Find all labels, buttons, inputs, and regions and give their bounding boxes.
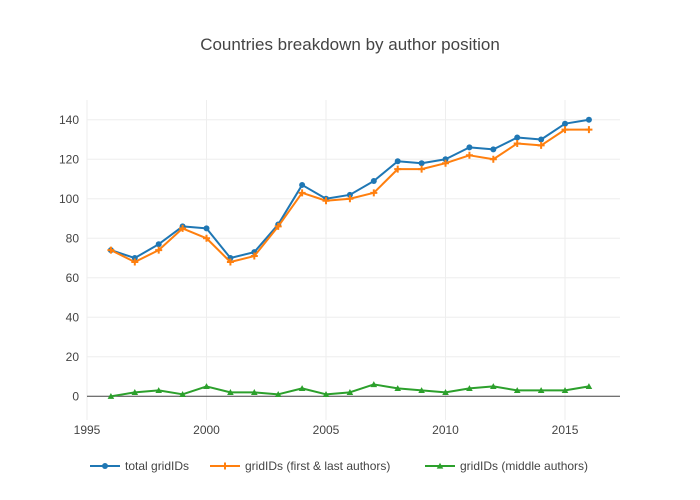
data-point[interactable] <box>561 387 569 394</box>
data-point[interactable] <box>299 181 306 188</box>
series-3 <box>107 381 593 399</box>
data-point[interactable] <box>418 160 425 167</box>
data-point[interactable] <box>585 126 593 134</box>
data-point[interactable] <box>298 189 306 197</box>
data-point[interactable] <box>131 389 139 395</box>
series-2 <box>107 126 593 266</box>
data-point[interactable] <box>322 197 330 205</box>
series-layer <box>107 116 593 399</box>
data-point[interactable] <box>585 383 593 390</box>
data-point[interactable] <box>394 165 402 173</box>
data-point[interactable] <box>514 134 521 141</box>
data-point[interactable] <box>131 258 139 266</box>
data-point[interactable] <box>250 252 258 260</box>
legend-marker[interactable] <box>102 463 108 469</box>
data-point[interactable] <box>490 383 497 390</box>
data-point[interactable] <box>442 389 449 395</box>
data-point[interactable] <box>370 189 378 197</box>
data-point[interactable] <box>585 116 592 123</box>
data-point[interactable] <box>203 225 210 232</box>
y-tick-label: 120 <box>59 152 79 166</box>
legend[interactable]: total gridIDs gridIDs (first & last autho… <box>90 459 588 473</box>
y-tick-label: 100 <box>59 192 79 206</box>
x-tick-label: 1995 <box>74 423 101 437</box>
data-point[interactable] <box>107 246 115 254</box>
x-tick-label: 2000 <box>193 423 220 437</box>
data-point[interactable] <box>513 139 521 147</box>
legend-item[interactable]: gridIDs (first & last authors) <box>210 459 390 473</box>
data-point[interactable] <box>418 165 426 173</box>
data-point[interactable] <box>155 246 163 254</box>
legend-item[interactable]: gridIDs (middle authors) <box>425 459 588 473</box>
data-point[interactable] <box>227 389 234 395</box>
y-tick-label: 40 <box>66 310 80 324</box>
data-point[interactable] <box>346 389 354 395</box>
data-point[interactable] <box>155 387 163 394</box>
legend-marker[interactable] <box>436 462 444 469</box>
data-point[interactable] <box>394 158 401 165</box>
data-point[interactable] <box>490 146 497 153</box>
x-tick-label: 2010 <box>432 423 459 437</box>
data-point[interactable] <box>251 389 258 395</box>
data-point[interactable] <box>466 385 473 392</box>
chart-title: Countries breakdown by author position <box>200 35 500 54</box>
data-point[interactable] <box>394 385 402 392</box>
data-point[interactable] <box>226 258 234 266</box>
data-point[interactable] <box>466 144 473 151</box>
data-point[interactable] <box>442 156 449 163</box>
legend-label: gridIDs (middle authors) <box>460 459 588 473</box>
legend-marker[interactable] <box>221 462 229 470</box>
data-point[interactable] <box>537 387 545 394</box>
data-point[interactable] <box>418 387 425 394</box>
data-point[interactable] <box>203 383 210 390</box>
data-point[interactable] <box>274 391 282 397</box>
data-point[interactable] <box>489 155 497 163</box>
series-1 <box>107 116 592 262</box>
data-point[interactable] <box>322 391 330 397</box>
data-point[interactable] <box>538 136 545 143</box>
y-tick-label: 140 <box>59 113 79 127</box>
data-point[interactable] <box>370 381 378 388</box>
data-point[interactable] <box>442 159 450 167</box>
legend-item[interactable]: total gridIDs <box>90 459 189 473</box>
data-point[interactable] <box>346 195 354 203</box>
legend-label: total gridIDs <box>125 459 189 473</box>
x-tick-label: 2005 <box>313 423 340 437</box>
data-point[interactable] <box>107 392 115 399</box>
axis-layer: 1995 2000 2005 2010 2015 0 20 40 60 80 100 120 140 <box>59 113 620 437</box>
data-point[interactable] <box>465 151 473 159</box>
legend-label: gridIDs (first & last authors) <box>245 459 390 473</box>
x-tick-label: 2015 <box>552 423 579 437</box>
data-point[interactable] <box>513 387 521 394</box>
y-tick-label: 20 <box>66 350 80 364</box>
y-tick-label: 60 <box>66 271 80 285</box>
y-tick-label: 0 <box>72 389 79 403</box>
data-point[interactable] <box>561 126 569 134</box>
data-point[interactable] <box>155 241 162 248</box>
data-point[interactable] <box>179 391 186 397</box>
y-tick-label: 80 <box>66 231 80 245</box>
data-point[interactable] <box>203 234 211 242</box>
data-point[interactable] <box>370 177 377 184</box>
data-point[interactable] <box>298 385 306 392</box>
data-point[interactable] <box>537 141 545 149</box>
data-point[interactable] <box>562 120 569 127</box>
grid-layer <box>86 100 620 420</box>
data-point[interactable] <box>179 224 187 232</box>
data-point[interactable] <box>346 191 353 198</box>
data-point[interactable] <box>131 255 138 262</box>
data-point[interactable] <box>274 222 282 230</box>
